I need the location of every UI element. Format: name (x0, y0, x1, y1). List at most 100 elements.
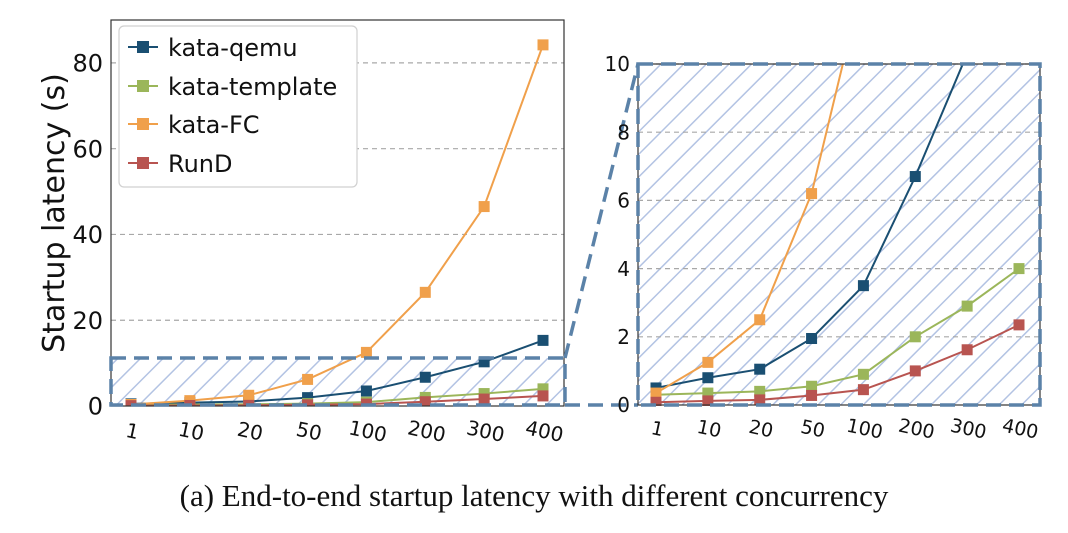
left-series-line-kata-qemu (130, 339, 544, 405)
left-point-rund (243, 399, 255, 406)
right-point-kata-fc (806, 188, 818, 200)
legend-marker-kata-fc (137, 118, 149, 130)
left-point-kata-qemu (537, 334, 549, 346)
zoom-connector-top (563, 63, 640, 359)
left-panel: 0 20 40 60 80 1 10 20 50 100 200 300 400 Startup la… (37, 19, 567, 447)
right-point-kata-fc (702, 356, 714, 368)
legend-label-kata-qemu: kata-qemu (168, 34, 298, 62)
left-point-rund (419, 396, 431, 406)
legend-item-kata-qemu: kata-qemu (128, 34, 298, 62)
left-x-tick-label: 300 (464, 415, 506, 446)
right-x-tick-label: 50 (799, 416, 827, 443)
right-point-kata-qemu (857, 280, 869, 292)
left-y-ticks: 0 20 40 60 80 (72, 50, 103, 421)
left-x-tick-label: 10 (176, 417, 206, 446)
right-point-kata-fc (754, 314, 766, 326)
right-point-kata-qemu (702, 372, 714, 384)
right-point-rund (909, 365, 921, 377)
left-y-tick-label: 40 (72, 221, 103, 249)
left-point-kata-qemu (419, 371, 431, 383)
right-series-line-kata-fc (655, 64, 844, 394)
zoom-connector (563, 63, 640, 407)
right-x-tick-label: 20 (747, 416, 775, 443)
left-point-rund (537, 390, 549, 402)
right-point-rund (961, 344, 973, 356)
right-series-line-kata-template (655, 267, 1020, 396)
left-x-ticks: 1 10 20 50 100 200 300 400 (124, 415, 566, 446)
right-x-ticks: 1 10 20 50 100 200 300 400 (649, 415, 1040, 444)
legend-label-kata-template: kata-template (168, 73, 337, 101)
left-zoom-box (109, 356, 567, 407)
left-x-tick-label: 100 (347, 415, 389, 446)
left-x-tick-label: 50 (294, 417, 324, 446)
left-point-kata-template (537, 383, 549, 395)
left-series-line-kata-fc (130, 44, 544, 406)
right-point-kata-template (806, 380, 818, 392)
left-x-tick-label: 20 (235, 417, 265, 446)
legend-item-kata-template: kata-template (128, 73, 337, 101)
left-x-tick-label: 1 (124, 418, 141, 444)
right-y-tick-label: 2 (617, 325, 630, 349)
left-series-line-kata-template (130, 387, 544, 406)
right-point-rund (754, 394, 766, 406)
legend-label-kata-fc: kata-FC (168, 111, 260, 139)
left-point-kata-qemu (302, 392, 314, 404)
left-point-kata-fc (243, 389, 255, 401)
right-y-tick-label: 8 (617, 120, 630, 144)
right-y-tick-label: 10 (605, 52, 630, 76)
left-y-tick-label: 60 (72, 135, 103, 163)
y-axis-label: Startup latency (s) (37, 73, 72, 353)
right-point-kata-fc (650, 387, 662, 399)
left-point-rund (360, 398, 372, 406)
right-y-tick-label: 6 (617, 189, 630, 213)
right-panel: 0 2 4 6 8 10 1 10 20 50 100 200 300 400 (605, 48, 1042, 444)
right-y-tick-label: 4 (617, 257, 630, 281)
right-point-kata-template (702, 387, 714, 399)
right-x-tick-label: 200 (897, 415, 937, 444)
figure-caption: (a) End-to-end startup latency with diff… (179, 478, 889, 513)
right-zoom-border (636, 62, 1042, 407)
right-point-rund (702, 395, 714, 406)
right-x-tick-label: 300 (948, 415, 988, 444)
left-point-kata-fc (302, 373, 314, 385)
right-x-tick-label: 10 (695, 416, 723, 443)
right-point-rund (1013, 319, 1025, 331)
legend-box (118, 25, 358, 188)
left-y-tick-label: 0 (88, 393, 103, 421)
right-hatch-area (638, 64, 1040, 405)
right-point-kata-template (1013, 263, 1025, 275)
left-point-kata-fc (419, 286, 431, 298)
right-point-kata-qemu (754, 363, 766, 375)
left-point-kata-qemu (478, 356, 490, 368)
right-x-tick-label: 400 (1000, 415, 1040, 444)
left-point-kata-fc (537, 39, 549, 51)
left-point-rund (184, 399, 196, 406)
right-x-tick-label: 100 (845, 415, 885, 444)
left-series (125, 39, 549, 406)
left-x-tick-label: 400 (523, 415, 565, 446)
right-point-kata-template (754, 385, 766, 397)
left-point-kata-fc (478, 201, 490, 213)
left-y-tick-label: 80 (72, 50, 103, 78)
left-point-kata-qemu (360, 385, 372, 397)
left-y-tick-label: 20 (72, 307, 103, 335)
left-point-rund (125, 400, 137, 406)
legend-item-kata-fc: kata-FC (128, 111, 260, 139)
right-point-kata-qemu (806, 333, 818, 345)
left-x-tick-label: 200 (406, 415, 448, 446)
left-plot-frame (110, 19, 565, 407)
legend-label-rund: RunD (168, 150, 233, 178)
right-point-kata-template (857, 368, 869, 380)
left-point-kata-fc (360, 346, 372, 358)
right-series-line-rund (655, 323, 1020, 404)
right-point-rund (650, 396, 662, 406)
right-point-kata-template (909, 331, 921, 343)
right-point-kata-qemu (962, 48, 973, 59)
legend-marker-kata-template (137, 80, 149, 92)
right-point-kata-qemu (909, 171, 921, 183)
right-series-line-kata-qemu (655, 64, 964, 389)
right-x-tick-label: 1 (649, 417, 665, 441)
right-y-ticks: 0 2 4 6 8 10 (605, 52, 630, 417)
legend: kata-qemu kata-template kata-FC RunD (118, 25, 358, 188)
